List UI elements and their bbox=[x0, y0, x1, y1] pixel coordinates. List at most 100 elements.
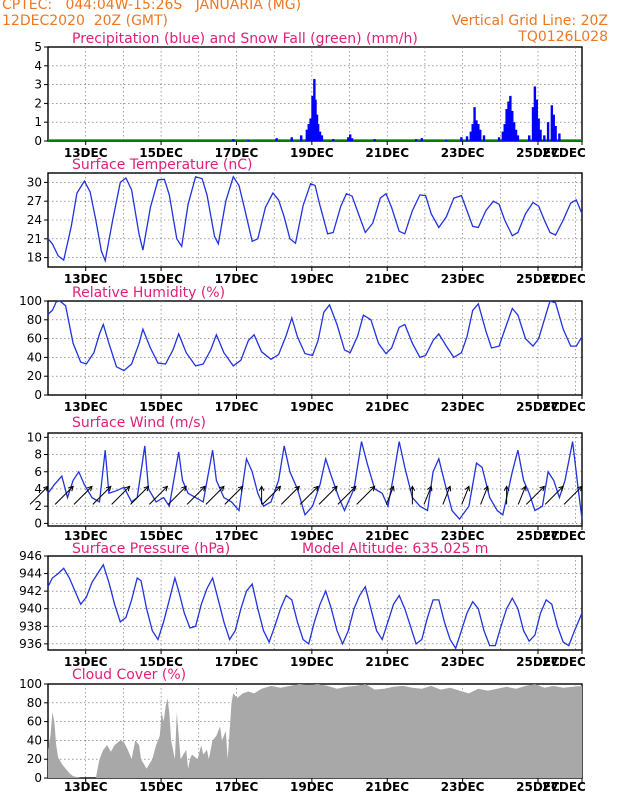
panel-frame bbox=[47, 432, 583, 527]
series-line bbox=[47, 563, 583, 650]
wind-arrow-head bbox=[503, 485, 510, 492]
wind-arrow-head bbox=[389, 485, 395, 492]
precip-bar bbox=[512, 122, 516, 141]
y-tick-label: 100 bbox=[19, 294, 42, 308]
y-tick-label: 940 bbox=[19, 602, 42, 616]
x-tick-label: 13DEC bbox=[64, 780, 108, 794]
y-tick-label: 8 bbox=[34, 448, 42, 462]
x-tick-label: 15DEC bbox=[139, 655, 183, 669]
y-tick-label: 10 bbox=[27, 430, 42, 444]
panel-title: Surface Wind (m/s) bbox=[72, 415, 206, 431]
precip-bar bbox=[307, 124, 310, 141]
wind-arrow-head bbox=[577, 485, 583, 492]
wind-arrow-head bbox=[464, 485, 471, 492]
x-tick-label: 25DEC bbox=[516, 272, 560, 286]
wind-arrow-head bbox=[105, 485, 112, 492]
wind-arrow bbox=[385, 486, 394, 505]
x-tick-label: 13DEC bbox=[64, 272, 108, 286]
y-tick-label: 80 bbox=[27, 696, 42, 710]
x-tick-label: 23DEC bbox=[441, 400, 485, 414]
x-tick-label: 27DEC bbox=[542, 400, 586, 414]
wind-arrow-head bbox=[445, 485, 452, 492]
y-tick-label: 40 bbox=[27, 350, 42, 364]
y-tick-label: 24 bbox=[27, 213, 42, 227]
x-tick-label: 21DEC bbox=[365, 272, 409, 286]
precip-bar bbox=[554, 125, 557, 141]
x-tick-label: 23DEC bbox=[441, 529, 485, 543]
wind-arrow-head bbox=[332, 485, 338, 492]
x-tick-label: 13DEC bbox=[64, 655, 108, 669]
y-tick-label: 40 bbox=[27, 733, 42, 747]
y-tick-label: 4 bbox=[34, 482, 42, 496]
precip-bar bbox=[373, 139, 376, 141]
wind-arrow-head bbox=[539, 485, 546, 492]
precip-bar bbox=[531, 107, 535, 141]
precip-bar bbox=[469, 131, 473, 141]
precip-bar bbox=[475, 120, 478, 141]
precip-bar bbox=[305, 129, 309, 141]
y-tick-label: 936 bbox=[19, 637, 42, 651]
precip-bar bbox=[347, 137, 350, 141]
wind-arrow-head bbox=[43, 485, 49, 492]
precip-bar bbox=[535, 99, 538, 141]
y-tick-label: 30 bbox=[27, 175, 42, 189]
x-tick-label: 17DEC bbox=[215, 529, 259, 543]
series-line bbox=[47, 300, 583, 372]
x-tick-label: 17DEC bbox=[215, 780, 259, 794]
x-tick-label: 25DEC bbox=[516, 529, 560, 543]
precip-bar bbox=[543, 135, 546, 141]
wind-arrow-head bbox=[68, 485, 74, 492]
precip-bar bbox=[350, 138, 354, 141]
wind-arrow bbox=[356, 486, 376, 505]
cloud-area bbox=[48, 684, 582, 778]
precip-bar bbox=[314, 99, 317, 141]
wind-arrow bbox=[299, 486, 319, 505]
precip-bar bbox=[539, 129, 542, 141]
precip-bar bbox=[482, 135, 486, 141]
wind-arrow bbox=[563, 486, 583, 505]
wind-arrow bbox=[280, 486, 300, 505]
precip-bar bbox=[290, 137, 293, 141]
precip-bar bbox=[503, 124, 506, 141]
wind-arrow-head bbox=[143, 485, 150, 492]
panel-frame bbox=[47, 555, 583, 651]
wind-arrow-head bbox=[427, 485, 433, 492]
precip-bar bbox=[479, 129, 482, 141]
wind-arrow-head bbox=[237, 485, 244, 492]
wind-arrow bbox=[337, 486, 357, 505]
precip-bar bbox=[514, 129, 518, 141]
panel-title: Surface Temperature (nC) bbox=[72, 157, 253, 173]
wind-arrow-head bbox=[313, 485, 319, 492]
x-tick-label: 15DEC bbox=[139, 400, 183, 414]
precip-bar bbox=[477, 124, 480, 141]
wind-arrow-head bbox=[162, 485, 169, 492]
x-tick-label: 21DEC bbox=[365, 655, 409, 669]
x-tick-label: 13DEC bbox=[64, 400, 108, 414]
x-tick-label: 23DEC bbox=[441, 272, 485, 286]
wind-arrow-head bbox=[275, 485, 282, 492]
x-tick-label: 27DEC bbox=[542, 780, 586, 794]
wind-arrow bbox=[205, 486, 225, 505]
series-line bbox=[47, 175, 583, 264]
wind-arrow-head bbox=[87, 485, 93, 492]
x-tick-label: 19DEC bbox=[290, 272, 334, 286]
wind-arrow bbox=[54, 486, 74, 505]
wind-arrow bbox=[29, 486, 49, 505]
precip-bar bbox=[332, 139, 335, 141]
y-tick-label: 21 bbox=[27, 232, 42, 246]
x-tick-label: 27DEC bbox=[542, 529, 586, 543]
precip-bar bbox=[507, 101, 510, 141]
panel-frame bbox=[47, 300, 583, 396]
precip-bar bbox=[473, 107, 476, 141]
y-tick-label: 0 bbox=[34, 134, 42, 148]
x-tick-label: 25DEC bbox=[516, 780, 560, 794]
wind-arrow bbox=[92, 486, 112, 505]
x-tick-label: 27DEC bbox=[542, 272, 586, 286]
wind-arrow bbox=[525, 486, 545, 505]
wind-arrow-head bbox=[294, 485, 301, 492]
wind-arrow bbox=[461, 486, 470, 505]
precip-bar bbox=[550, 105, 554, 141]
y-tick-label: 944 bbox=[19, 567, 42, 581]
y-tick-label: 946 bbox=[19, 549, 42, 563]
wind-arrow-head bbox=[483, 485, 489, 492]
